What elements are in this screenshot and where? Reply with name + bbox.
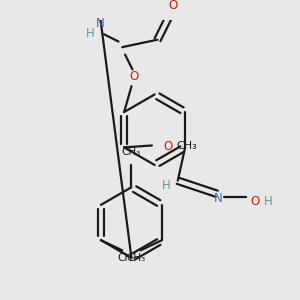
Text: O: O — [130, 70, 139, 83]
Text: H: H — [264, 195, 273, 208]
Text: O: O — [250, 195, 260, 208]
Text: H: H — [85, 27, 94, 40]
Text: H: H — [162, 179, 171, 192]
Text: N: N — [96, 17, 104, 30]
Text: CH₃: CH₃ — [177, 141, 198, 152]
Text: CH₃: CH₃ — [122, 147, 141, 157]
Text: O: O — [169, 0, 178, 12]
Text: N: N — [214, 192, 223, 205]
Text: O: O — [163, 140, 172, 153]
Text: CH₃: CH₃ — [117, 253, 136, 263]
Text: CH₃: CH₃ — [127, 253, 146, 263]
